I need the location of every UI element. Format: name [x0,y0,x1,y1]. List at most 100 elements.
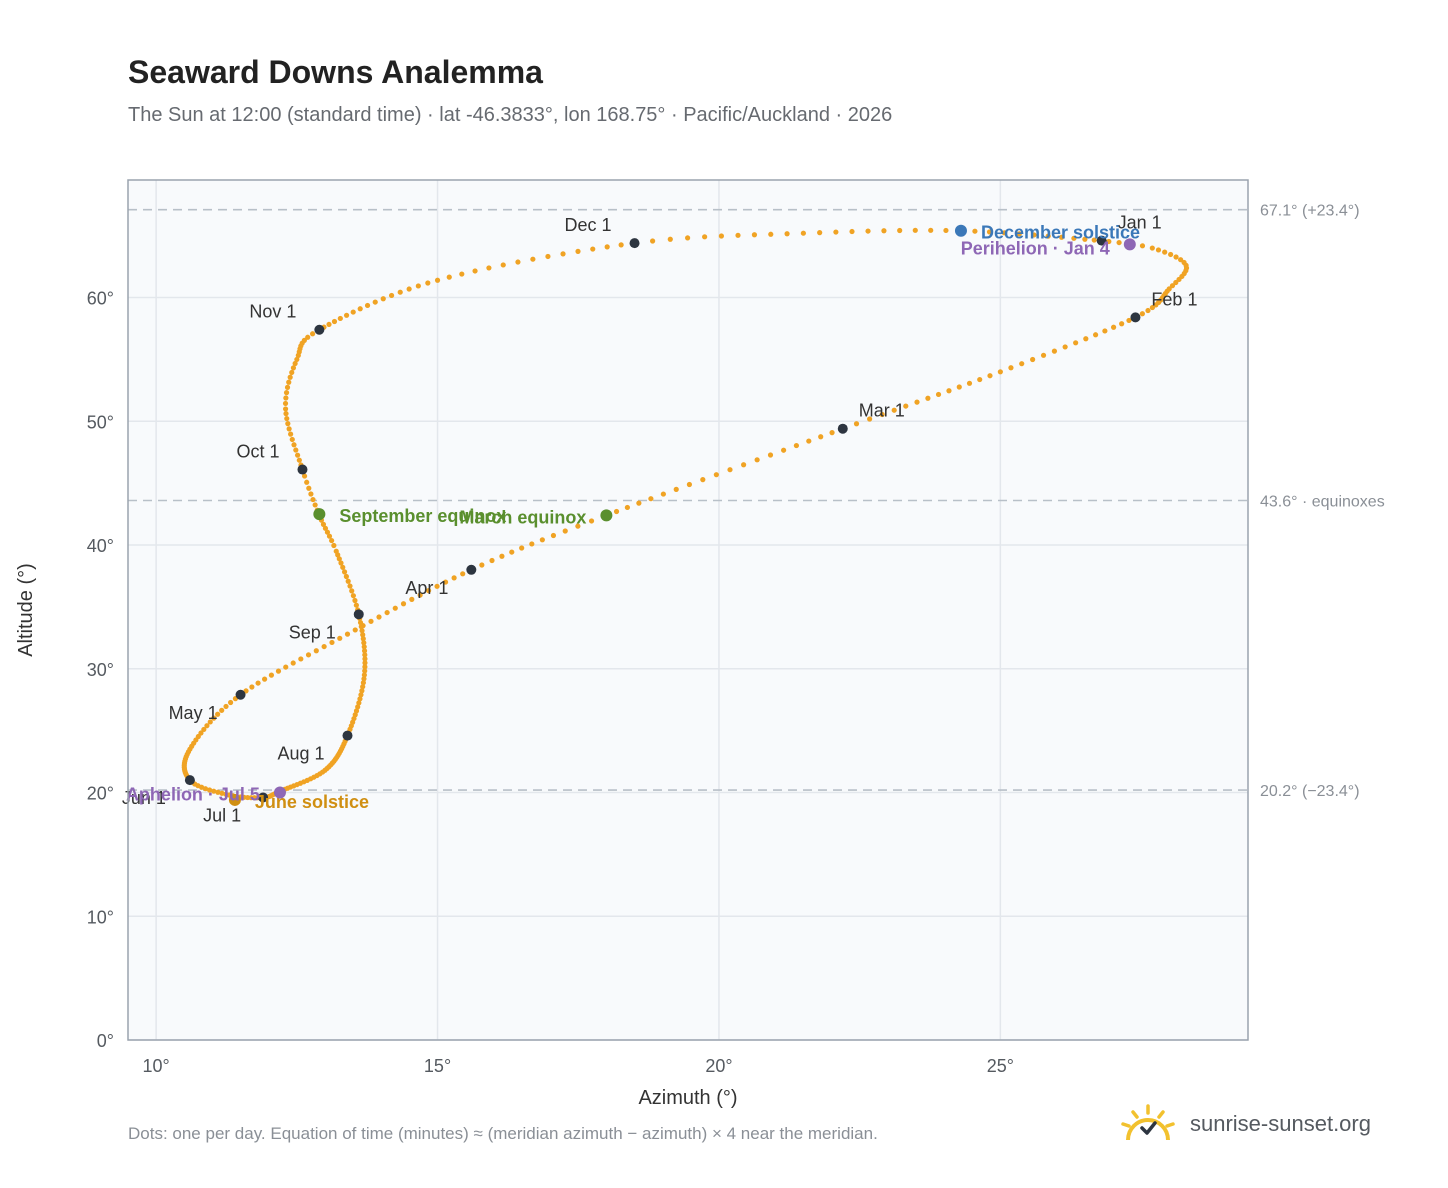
day-dot [343,312,350,318]
day-dot [357,619,364,626]
month-label: Nov 1 [249,302,296,322]
day-dot [1139,243,1146,249]
day-dot [500,262,506,268]
day-dot [425,280,431,286]
day-dot [853,421,860,427]
day-dot [268,672,275,678]
day-dot [283,411,289,417]
day-dot [368,618,374,624]
day-dot [1176,276,1182,283]
day-dot [360,636,366,642]
event-label: June solstice [255,792,369,812]
day-dot [1073,340,1079,346]
day-dot [288,431,294,437]
day-dot [1126,317,1132,324]
y-tick-label: 20° [87,784,114,804]
day-dot [262,676,268,682]
reference-line-label: 67.1° (+23.4°) [1260,203,1360,220]
month-point [1096,235,1107,246]
day-dot [357,306,363,312]
reference-line-label: 20.2° (−23.4°) [1260,783,1360,800]
day-dot [1149,245,1155,251]
x-tick-label: 25° [987,1056,1014,1076]
reference-line-label: 43.6° · equinoxes [1260,493,1385,510]
day-dot [446,274,452,280]
day-dot [636,500,642,506]
day-dot [294,356,300,363]
x-axis-title: Azimuth (°) [638,1087,737,1109]
plot-background [128,180,1248,1040]
day-dot [460,571,466,577]
day-dot [459,271,465,277]
day-dot [286,426,292,432]
day-dot [293,447,299,453]
day-dot [359,628,365,634]
day-dot [358,692,364,698]
day-dot [1173,254,1179,260]
day-dot [925,395,931,401]
day-dot [397,289,403,295]
day-dot [479,562,485,568]
day-dot [356,700,362,706]
day-dot [298,656,304,662]
day-dot [329,639,335,646]
sun-logo-icon [1121,1104,1175,1141]
month-point [258,792,269,803]
day-dot [881,228,887,234]
day-dot [560,251,566,257]
day-dot [362,668,368,674]
day-dot [361,644,367,650]
day-dot [817,230,823,236]
day-dot [849,228,855,235]
day-dot [331,542,337,549]
day-dot [344,631,351,637]
brand[interactable]: sunrise-sunset.org [1120,1104,1371,1144]
month-point [837,423,848,434]
month-point [353,609,364,620]
day-dot [499,553,505,559]
plot-frame [127,179,1249,1041]
day-dot [562,528,568,534]
month-label: Mar 1 [859,401,905,421]
day-dot [400,601,407,607]
brand-name[interactable]: sunrise-sunset.org [1190,1111,1371,1136]
month-label: Jul 1 [203,805,241,825]
day-dot [472,268,478,274]
day-dot [515,259,521,265]
day-dot [249,684,255,690]
day-dot [283,664,289,670]
y-tick-label: 0° [97,1031,114,1051]
day-dot [590,246,596,252]
event-point [313,508,326,521]
month-point [629,238,640,249]
day-dot [768,231,774,237]
month-label: Oct 1 [236,442,279,462]
day-dot [376,614,382,620]
chart-title: Seaward Downs Analemma [128,54,543,90]
day-dot [1062,344,1068,350]
day-dot [604,244,610,250]
day-dot [613,508,620,515]
day-dot [388,292,395,299]
day-dot [345,578,351,584]
day-dot [673,486,679,492]
day-dot [987,373,993,379]
day-dot [204,723,210,729]
day-dot [685,235,691,241]
day-dot [355,704,361,710]
day-dot [833,229,839,235]
day-dot [1178,257,1184,263]
day-dot [741,462,747,468]
day-dot [1016,231,1022,237]
day-dot [207,719,213,725]
day-dot [289,436,295,443]
event-label: Perihelion · Jan 4 [961,238,1110,258]
day-dot [309,331,316,337]
day-dot [767,452,774,458]
day-dot [352,627,358,633]
day-dot [486,265,492,271]
day-dot [350,593,356,599]
day-dot [362,656,368,662]
day-dot [215,789,221,795]
day-dot [291,442,297,448]
